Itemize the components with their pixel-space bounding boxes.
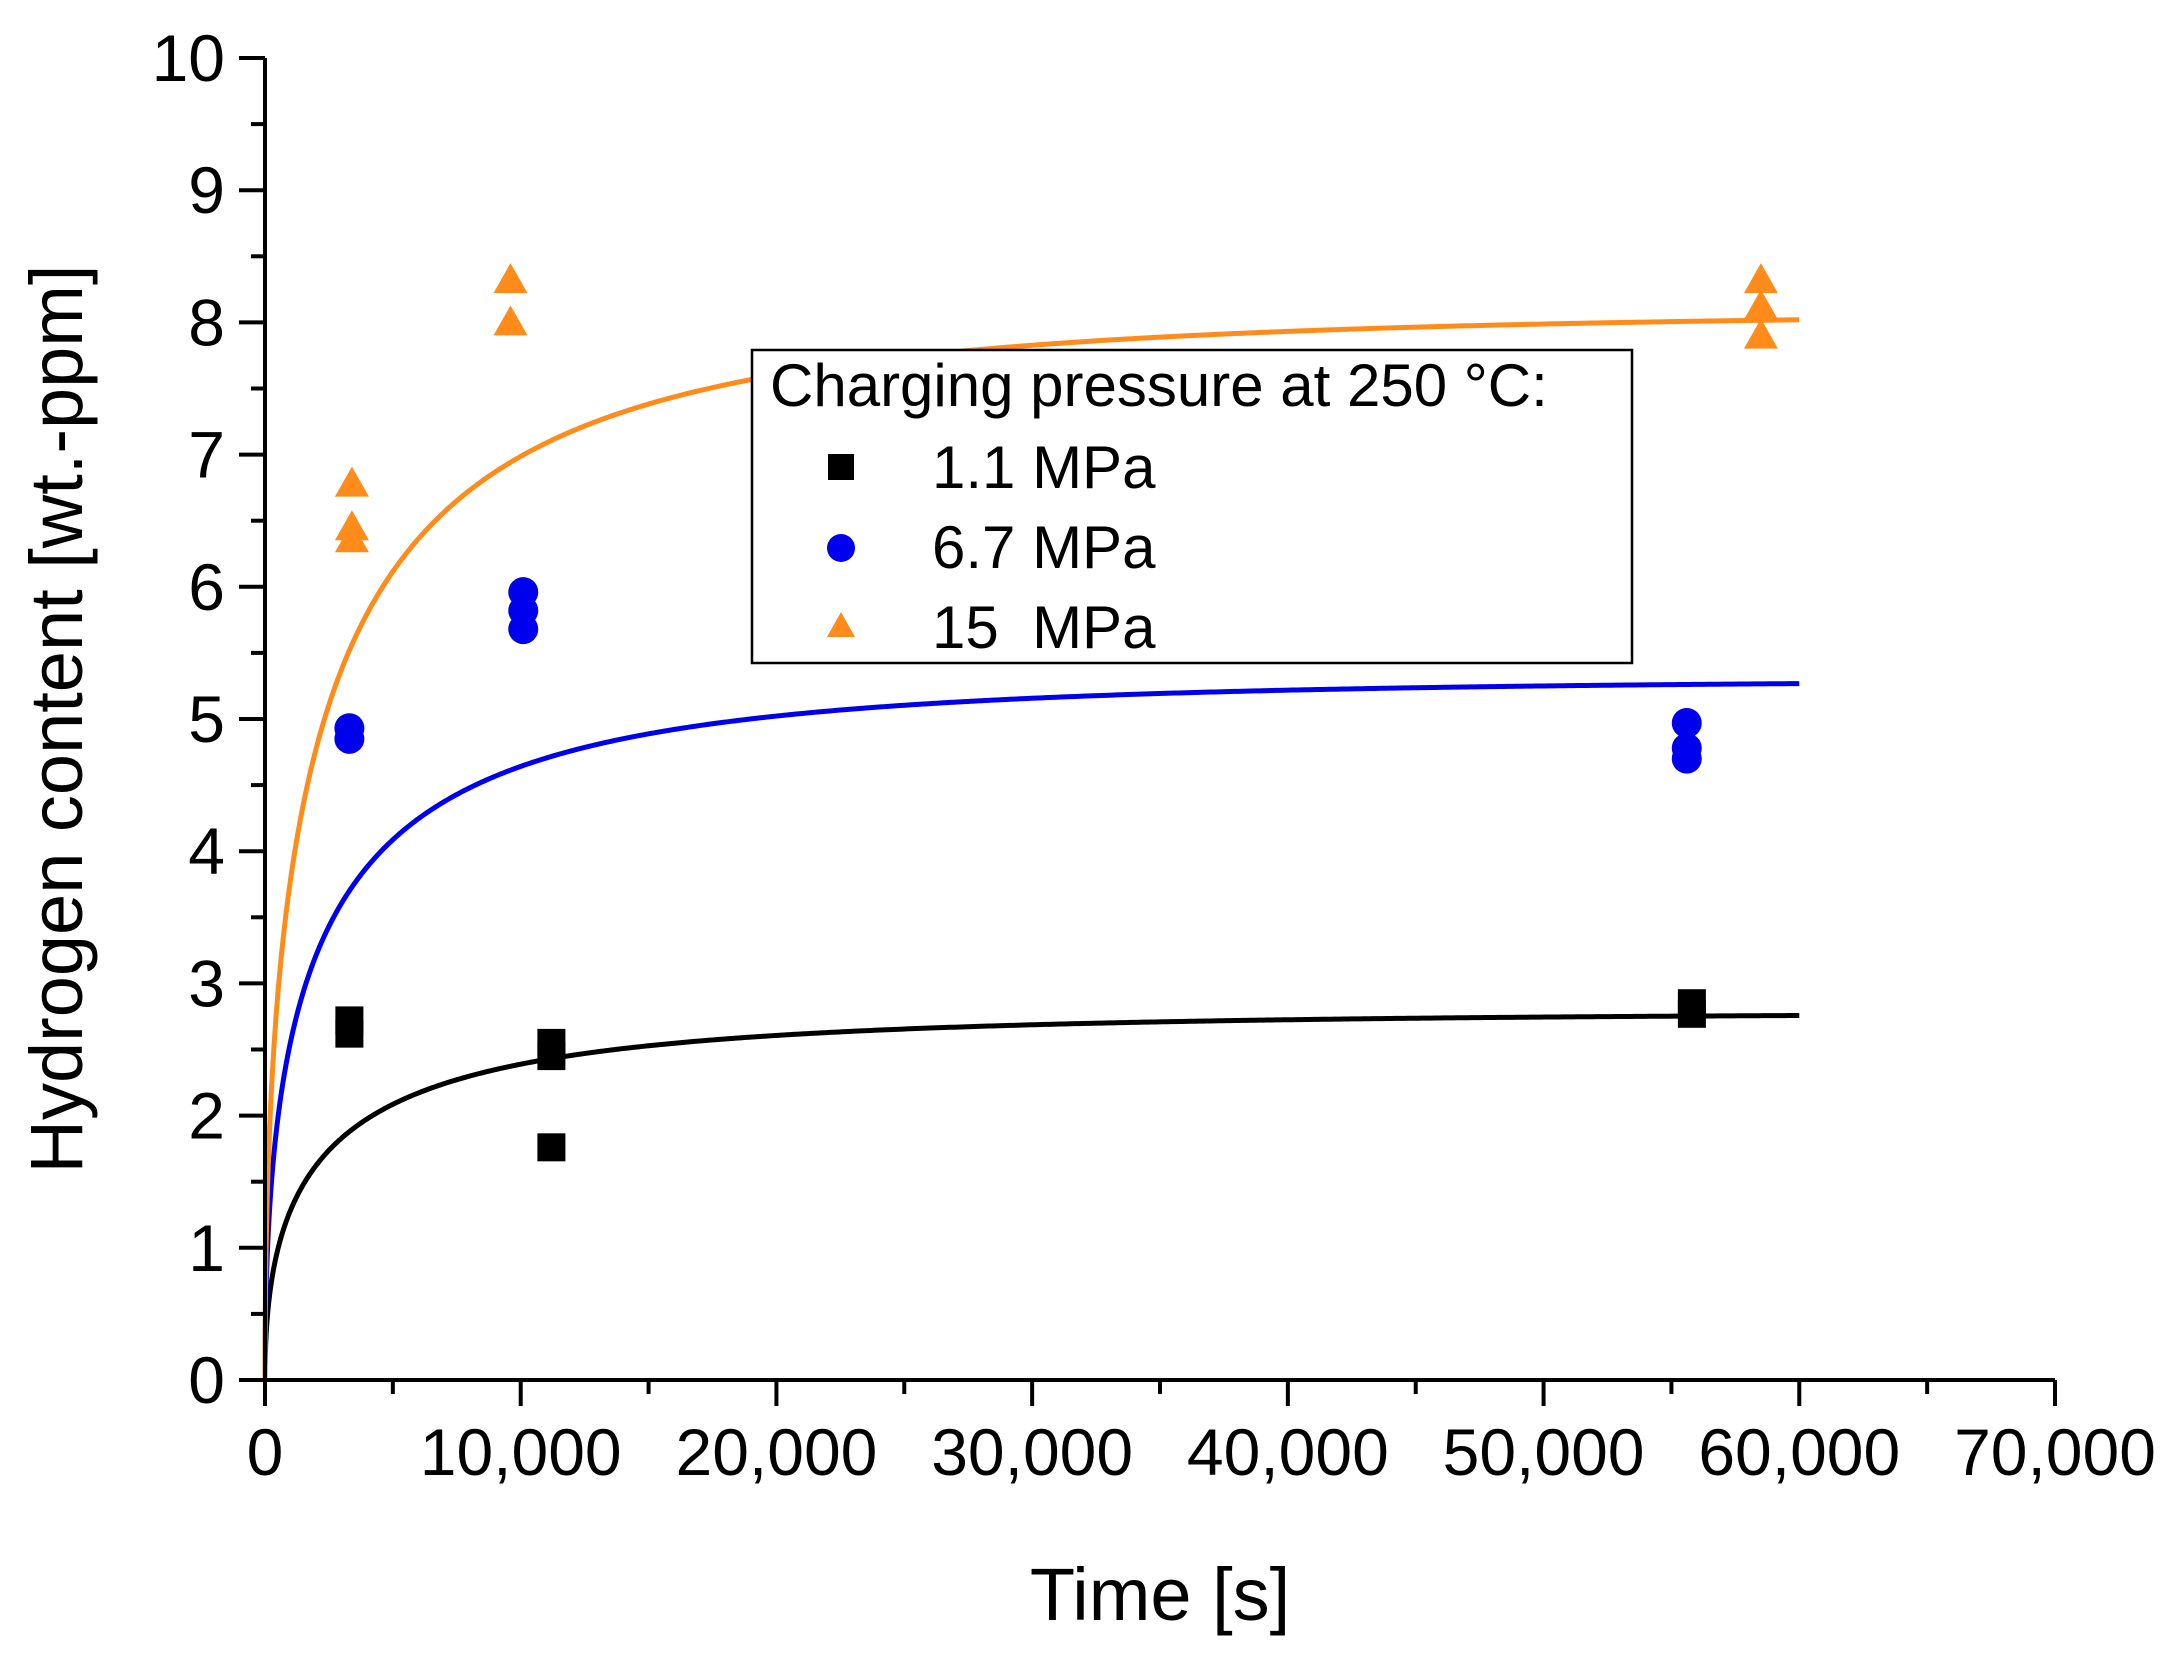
data-point-square (335, 1006, 364, 1035)
y-tick-label: 1 (188, 1211, 225, 1285)
x-ticks: 0 10,000 20,000 30,000 40,000 50,000 60,000 70,… (247, 1380, 2156, 1489)
data-point-square (537, 1133, 566, 1162)
x-tick-label: 50,000 (1443, 1415, 1645, 1489)
x-tick-label: 0 (247, 1415, 284, 1489)
legend-box (750, 348, 1634, 665)
x-axis-title: Time [s] (1030, 1553, 1290, 1636)
legend-marker-1-1-mpa (828, 454, 854, 480)
y-tick-label: 3 (188, 946, 225, 1020)
data-point-circle (1671, 733, 1702, 764)
legend-label-1-1-mpa: 1.1 MPa (932, 434, 1156, 501)
y-ticks: 0 1 2 3 4 5 6 7 8 9 10 (152, 21, 265, 1417)
x-tick-label: 10,000 (420, 1415, 622, 1489)
fit-curve-series-2 (262, 317, 1800, 1380)
data-point-square (1677, 989, 1706, 1018)
y-tick-label: 6 (188, 550, 225, 624)
fit-curve-series-1 (262, 681, 1800, 1380)
x-tick-label: 70,000 (1954, 1415, 2156, 1489)
data-point-circle (334, 713, 365, 744)
data-point-circle (1671, 707, 1702, 738)
data-point-triangle (1743, 318, 1778, 349)
data-point-circle (508, 577, 539, 608)
y-tick-label: 5 (188, 682, 225, 756)
data-point-triangle (1743, 263, 1778, 294)
y-tick-label: 0 (188, 1343, 225, 1417)
fit-curves (262, 317, 1800, 1380)
y-tick-label: 7 (188, 418, 225, 492)
legend-marker-6-7-mpa (827, 534, 855, 562)
data-points (334, 263, 1778, 1162)
x-tick-label: 60,000 (1698, 1415, 1900, 1489)
y-tick-label: 8 (188, 285, 225, 359)
y-tick-label: 2 (188, 1079, 225, 1153)
x-tick-label: 40,000 (1187, 1415, 1389, 1489)
data-point-triangle (334, 510, 369, 541)
y-tick-label: 9 (188, 153, 225, 227)
data-point-triangle (334, 466, 369, 497)
axes (263, 58, 2055, 1382)
x-tick-label: 20,000 (675, 1415, 877, 1489)
legend-title: Charging pressure at 250 °C: (770, 352, 1548, 419)
y-tick-label: 10 (152, 21, 225, 95)
legend-label-6-7-mpa: 6.7 MPa (932, 514, 1156, 581)
data-point-square (537, 1028, 566, 1057)
x-tick-label: 30,000 (931, 1415, 1133, 1489)
y-axis-title: Hydrogen content [wt.-ppm] (15, 265, 98, 1174)
legend-marker-15-mpa (827, 612, 855, 637)
data-point-triangle (493, 305, 528, 336)
legend-label-15-mpa: 15 MPa (932, 594, 1156, 661)
y-tick-label: 4 (188, 814, 225, 888)
fit-curve-series-0 (262, 1013, 1800, 1380)
legend: Charging pressure at 250 °C: 1.1 MPa 6.7… (750, 348, 1634, 665)
data-point-triangle (493, 263, 528, 294)
data-point-triangle (1743, 289, 1778, 320)
